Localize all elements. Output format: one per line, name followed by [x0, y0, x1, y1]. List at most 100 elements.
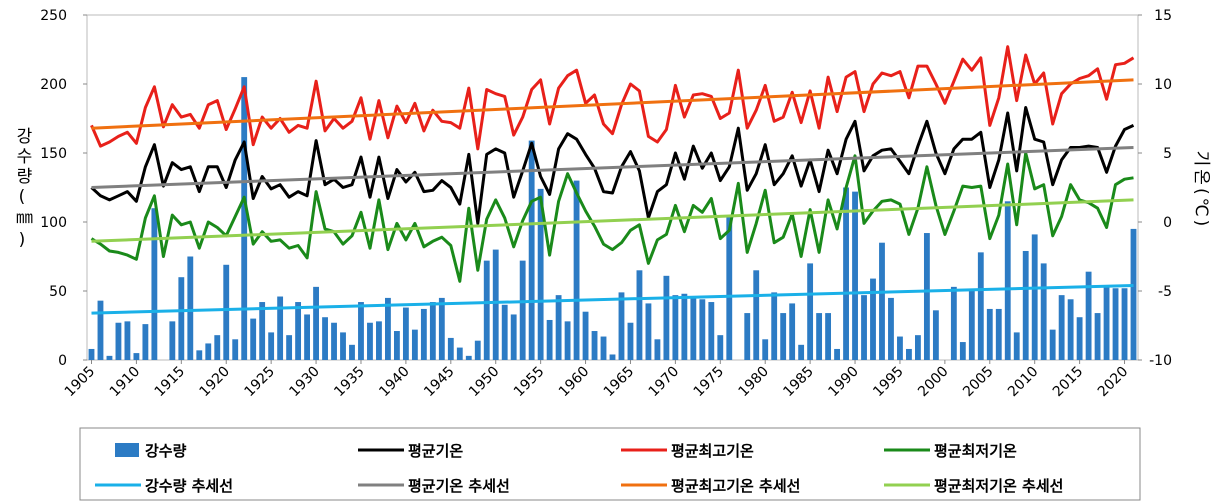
bar [555, 295, 562, 360]
x-tick-label: 1935 [331, 364, 368, 401]
x-tick-label: 1985 [780, 364, 817, 401]
x-tick-label: 1915 [152, 364, 189, 401]
line [91, 146, 1134, 189]
bar [295, 302, 302, 360]
bar [564, 321, 571, 360]
bar [897, 336, 903, 360]
bar [950, 286, 957, 360]
bar [771, 292, 778, 360]
x-tick-label: 1975 [691, 364, 728, 401]
bar [358, 302, 364, 360]
bar [1067, 299, 1074, 360]
bar [447, 337, 454, 360]
bar [178, 277, 185, 360]
bar [1094, 313, 1101, 360]
x-tick-label: 2020 [1095, 364, 1132, 401]
bar [331, 322, 337, 360]
bar [232, 339, 239, 360]
legend-label: 평균기온 [408, 442, 463, 460]
x-tick-label: 1980 [736, 364, 773, 401]
bar [465, 355, 472, 360]
y-tick-label: 150 [40, 146, 67, 162]
legend-label: 평균최저기온 추세선 [934, 477, 1063, 495]
bar [959, 342, 966, 360]
bar [259, 302, 266, 360]
bar [717, 335, 724, 360]
bar [1022, 250, 1029, 360]
bar [151, 208, 158, 360]
bar [528, 140, 535, 360]
bar [618, 292, 625, 360]
bar [304, 314, 311, 360]
bar [142, 324, 149, 360]
bar [1076, 317, 1083, 360]
y-tick-label: 100 [40, 215, 67, 231]
bar [870, 278, 876, 360]
bar [546, 319, 553, 360]
bar [789, 303, 796, 360]
bar [349, 344, 355, 360]
bar [645, 303, 652, 360]
bar [663, 275, 670, 360]
bar [825, 313, 832, 360]
bar [744, 313, 751, 360]
bar [1058, 295, 1065, 360]
y2-tick-label: -5 [1158, 284, 1172, 300]
bar [1004, 201, 1011, 360]
bar [501, 304, 508, 360]
bar [609, 354, 616, 360]
bar [519, 260, 526, 360]
bar [807, 263, 814, 360]
bar [97, 300, 104, 360]
bar [133, 353, 140, 360]
bar [205, 343, 212, 360]
bar [88, 348, 95, 360]
y-tick-label: 250 [40, 8, 67, 24]
line [91, 198, 1134, 243]
bar [726, 215, 733, 360]
bar [196, 350, 203, 360]
bar [411, 329, 418, 360]
bar [124, 321, 131, 360]
bar [322, 317, 328, 360]
x-tick-label: 1995 [870, 364, 907, 401]
bar [340, 332, 346, 360]
x-tick-label: 2000 [915, 364, 952, 401]
bar [510, 314, 517, 360]
bar [699, 299, 706, 360]
bar [456, 347, 463, 360]
bar [1049, 329, 1056, 360]
y2-tick-label: 5 [1163, 146, 1172, 162]
y-tick-label: 0 [58, 353, 67, 369]
y-tick-label: 50 [49, 284, 67, 300]
bar [438, 297, 445, 360]
bar [169, 321, 176, 360]
bar [223, 264, 230, 360]
x-tick-label: 1970 [646, 364, 683, 401]
bar [367, 322, 373, 360]
x-tick-label: 1925 [241, 364, 278, 401]
x-tick-label: 1940 [376, 364, 413, 401]
x-tick-label: 2010 [1005, 364, 1042, 401]
line [91, 78, 1134, 130]
bar [753, 270, 760, 360]
bar [106, 355, 113, 360]
line [91, 284, 1134, 315]
bar [268, 332, 275, 360]
bar [977, 252, 984, 360]
bar [241, 77, 248, 360]
bar [914, 335, 921, 360]
bar [888, 297, 894, 360]
legend-label: 평균최저기온 [934, 442, 1017, 460]
x-tick-label: 2005 [960, 364, 997, 401]
bar [286, 335, 293, 360]
bar [573, 180, 580, 360]
legend-label: 강수량 [145, 442, 187, 460]
bar [1085, 271, 1092, 360]
bar [995, 308, 1002, 360]
bar [591, 331, 598, 360]
y-tick-label: 200 [40, 77, 67, 93]
bar [923, 233, 930, 360]
bar [429, 302, 436, 360]
